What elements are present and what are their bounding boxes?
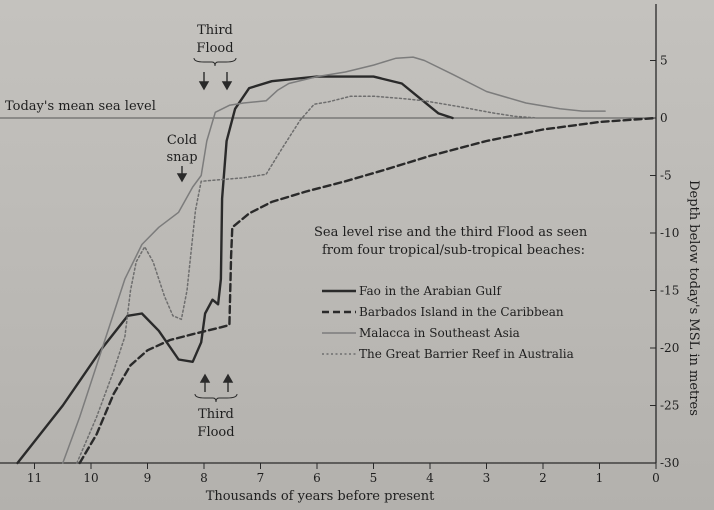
y-tick-label: -25 <box>660 399 679 413</box>
legend-label: Malacca in Southeast Asia <box>359 326 520 340</box>
legend-label: The Great Barrier Reef in Australia <box>359 347 574 361</box>
third-flood-bottom-label-1: Third <box>198 407 234 422</box>
y-tick-label: 5 <box>660 54 668 68</box>
x-tick-label: 0 <box>652 471 660 485</box>
y-tick-label: 0 <box>660 111 668 125</box>
x-tick-label: 9 <box>144 471 152 485</box>
y-tick-label: -5 <box>660 169 672 183</box>
third-flood-bottom-label-2: Flood <box>197 425 234 440</box>
third-flood-top-arrows <box>198 72 233 91</box>
legend-label: Fao in the Arabian Gulf <box>359 284 502 298</box>
legend-label: Barbados Island in the Caribbean <box>359 305 564 319</box>
legend-title-line-2: from four tropical/sub-tropical beaches: <box>322 243 585 258</box>
y-tick-label: -15 <box>660 284 679 298</box>
x-axis-label: Thousands of years before present <box>206 489 435 504</box>
third-flood-bottom-bracket <box>194 393 238 403</box>
x-tick-label: 8 <box>200 471 208 485</box>
series-line-2 <box>78 116 658 465</box>
legend-title-line-1: Sea level rise and the third Flood as se… <box>314 225 588 240</box>
legend: Sea level rise and the third Flood as se… <box>314 225 588 361</box>
series-line-1 <box>16 75 454 465</box>
series-line-4 <box>76 95 539 464</box>
cold-snap-label-1: Cold <box>167 133 197 148</box>
y-tick-label: -30 <box>660 456 679 470</box>
y-axis-label: Depth below today's MSL in metres <box>686 180 701 416</box>
series-line-3 <box>62 56 606 464</box>
legend-items: Fao in the Arabian Gulf Barbados Island i… <box>322 284 574 361</box>
third-flood-top-label-1: Third <box>197 23 233 38</box>
y-tick-label: -20 <box>660 341 679 355</box>
mean-sea-level-label: Today's mean sea level <box>5 99 156 114</box>
y-tick-label: -10 <box>660 226 679 240</box>
x-tick-label: 2 <box>539 471 547 485</box>
third-flood-top-label-2: Flood <box>196 41 233 56</box>
y-ticks: 5 0 -5 -10 -15 -20 -25 -30 <box>650 54 679 470</box>
cold-snap-label-2: snap <box>166 150 197 165</box>
x-tick-label: 3 <box>483 471 491 485</box>
third-flood-bottom-arrows <box>199 373 234 392</box>
x-tick-label: 7 <box>257 471 265 485</box>
x-tick-label: 10 <box>83 471 98 485</box>
series-layer <box>16 56 658 465</box>
x-tick-label: 1 <box>596 471 604 485</box>
x-ticks: 11 10 9 8 7 6 5 4 3 2 1 0 <box>27 463 660 485</box>
x-tick-label: 5 <box>370 471 378 485</box>
third-flood-top-bracket <box>193 57 237 67</box>
cold-snap-arrow <box>176 166 188 183</box>
x-tick-label: 11 <box>27 471 42 485</box>
x-tick-label: 6 <box>313 471 321 485</box>
x-tick-label: 4 <box>426 471 434 485</box>
